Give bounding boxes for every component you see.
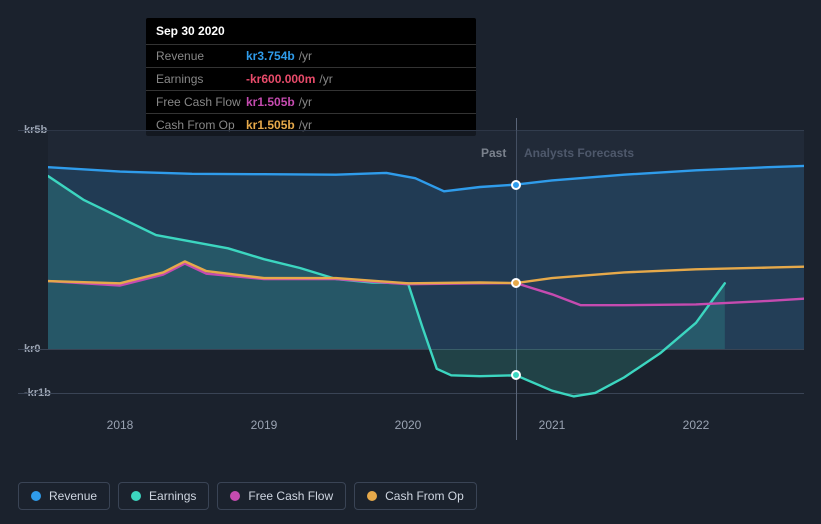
chart-area: Past Analysts Forecasts kr5bkr0-kr1b 201…: [18, 118, 804, 440]
tooltip-row: Free Cash Flowkr1.505b/yr: [146, 90, 476, 113]
x-axis-label: 2022: [683, 418, 710, 432]
legend-swatch-icon: [31, 491, 41, 501]
legend-item-cfo[interactable]: Cash From Op: [354, 482, 477, 510]
legend-swatch-icon: [367, 491, 377, 501]
x-axis-label: 2018: [107, 418, 134, 432]
legend-label: Free Cash Flow: [248, 489, 333, 503]
x-axis-label: 2019: [251, 418, 278, 432]
cursor-dot-cfo: [511, 278, 521, 288]
tooltip-date: Sep 30 2020: [146, 18, 476, 44]
cursor-dot-revenue: [511, 180, 521, 190]
x-axis-label: 2020: [395, 418, 422, 432]
tooltip-row-unit: /yr: [299, 49, 312, 63]
legend-item-fcf[interactable]: Free Cash Flow: [217, 482, 346, 510]
tooltip-row: Revenuekr3.754b/yr: [146, 44, 476, 67]
tooltip-row-label: Earnings: [156, 72, 246, 86]
legend-swatch-icon: [230, 491, 240, 501]
legend: Revenue Earnings Free Cash Flow Cash From O…: [18, 482, 477, 510]
tooltip-row-unit: /yr: [299, 95, 312, 109]
tooltip-row-label: Revenue: [156, 49, 246, 63]
legend-label: Cash From Op: [385, 489, 464, 503]
legend-label: Earnings: [149, 489, 196, 503]
tooltip-row-value: -kr600.000m: [246, 72, 315, 86]
tooltip-row: Earnings-kr600.000m/yr: [146, 67, 476, 90]
tooltip-row-value: kr1.505b: [246, 95, 295, 109]
legend-item-earnings[interactable]: Earnings: [118, 482, 209, 510]
tooltip-row-unit: /yr: [319, 72, 332, 86]
legend-label: Revenue: [49, 489, 97, 503]
cursor-dot-earnings: [511, 370, 521, 380]
legend-swatch-icon: [131, 491, 141, 501]
financials-chart: Sep 30 2020 Revenuekr3.754b/yrEarnings-k…: [0, 0, 821, 524]
tooltip-row-label: Free Cash Flow: [156, 95, 246, 109]
legend-item-revenue[interactable]: Revenue: [18, 482, 110, 510]
tooltip-row-value: kr3.754b: [246, 49, 295, 63]
plot-area[interactable]: [48, 130, 804, 406]
x-axis-label: 2021: [539, 418, 566, 432]
